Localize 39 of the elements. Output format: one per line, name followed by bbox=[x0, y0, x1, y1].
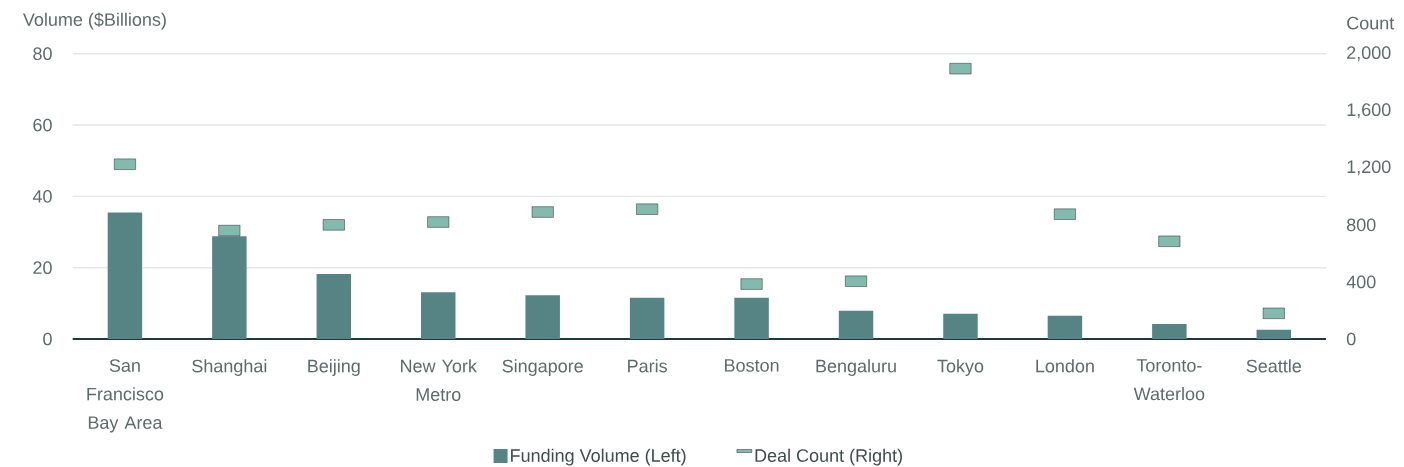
bar bbox=[1256, 329, 1292, 339]
y-axis-title: Volume ($Billions) bbox=[22, 12, 166, 30]
y-tick-label: 40 bbox=[32, 189, 52, 203]
x-tick-label: Beijing bbox=[308, 359, 360, 376]
y2-tick-label: 400 bbox=[1346, 275, 1376, 289]
x-tick-label: Toronto-Waterloo bbox=[1133, 359, 1205, 401]
y2-tick-label: 1,200 bbox=[1347, 160, 1391, 176]
y-tick-label: 0 bbox=[43, 332, 52, 346]
y-tick-label: 60 bbox=[33, 118, 52, 132]
x-tick-label: Tokyo bbox=[937, 359, 984, 376]
bar bbox=[1047, 315, 1083, 339]
bar bbox=[212, 236, 247, 339]
y2-tick-label: 0 bbox=[1346, 332, 1356, 346]
x-tick-label: Singapore bbox=[502, 359, 583, 376]
x-tick-label: London bbox=[1036, 359, 1094, 373]
bar bbox=[629, 297, 665, 339]
bar bbox=[421, 292, 456, 339]
x-tick-label: Bengaluru bbox=[816, 359, 896, 376]
x-tick-label: New York Metro bbox=[401, 359, 477, 401]
y-tick-label: 20 bbox=[33, 261, 52, 275]
x-tick-label: San Francisco Bay Area bbox=[87, 359, 164, 433]
bar bbox=[525, 295, 560, 339]
bar bbox=[838, 310, 874, 339]
y-tick-label: 80 bbox=[33, 47, 52, 61]
x-tick-label: Paris bbox=[628, 359, 667, 373]
bar bbox=[1152, 324, 1187, 339]
y2-tick-label: 1,600 bbox=[1347, 103, 1391, 119]
x-tick-label: Shanghai bbox=[192, 359, 267, 376]
legend-label: Deal Count (Right) bbox=[755, 448, 902, 466]
legend-label: Funding Volume (Left) bbox=[511, 448, 686, 466]
x-tick-label: Boston bbox=[725, 359, 779, 372]
bar bbox=[316, 274, 352, 339]
x-tick-label: Seattle bbox=[1246, 359, 1302, 373]
y2-tick-label: 800 bbox=[1346, 218, 1376, 232]
y2-axis-title: Count bbox=[1347, 16, 1395, 30]
bar bbox=[734, 297, 769, 339]
bar bbox=[107, 212, 143, 339]
bar bbox=[943, 313, 978, 339]
y2-tick-label: 2,000 bbox=[1347, 46, 1391, 62]
